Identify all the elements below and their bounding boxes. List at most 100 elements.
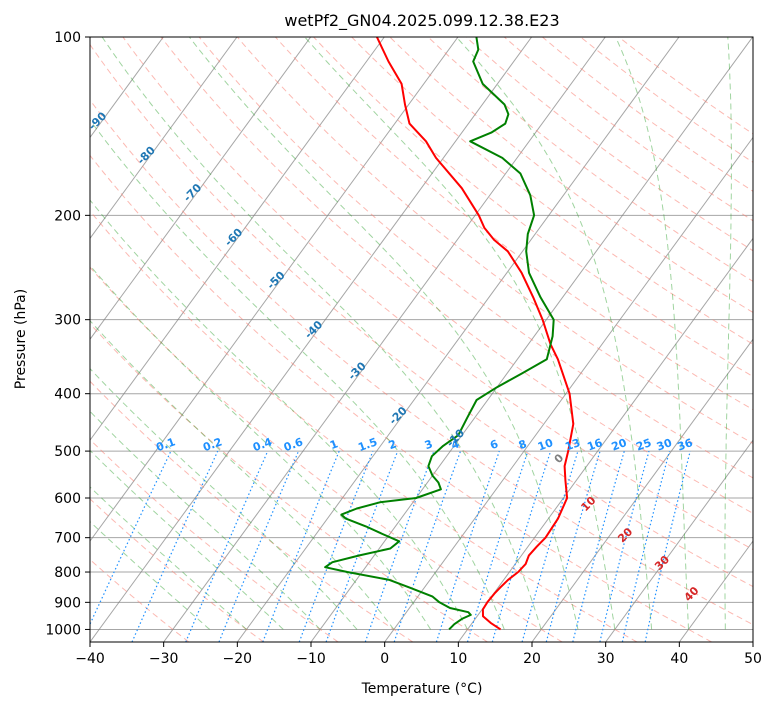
x-tick-label: −20 [223,651,253,667]
mixing-ratio-line [218,450,300,642]
mixing-ratio-line [131,450,219,642]
x-tick-label: 10 [449,651,467,667]
temperature-profile [375,37,575,631]
dry-adiabat [313,37,753,378]
x-tick-label: 20 [523,651,541,667]
mixing-ratio-label: 10 [536,436,555,454]
moist-adiabat [101,37,542,630]
isotherm-line [163,37,606,642]
isotherm-line [90,37,385,442]
sounding-profiles [324,37,575,631]
x-tick-label: 0 [380,651,389,667]
y-tick-label: 600 [54,491,81,507]
moist-adiabat [188,37,579,630]
dry-adiabat [198,37,753,479]
y-tick-label: 400 [54,387,81,403]
y-axis-title: Pressure (hPa) [13,289,29,389]
moist-adiabat [90,367,358,630]
mixing-ratio-label: 2 [387,437,399,452]
mixing-ratio-label: 0.6 [282,435,305,454]
y-tick-label: 300 [54,313,81,329]
moist-adiabats [90,37,732,630]
y-tick-label: 900 [54,595,81,611]
moist-adiabat [724,37,732,630]
isotherm-line [90,37,238,240]
mixing-ratio-line [364,450,435,642]
y-tick-label: 200 [54,208,81,224]
mixing-ratio-line [545,450,601,642]
dry-adiabat [236,37,753,445]
mixing-ratio-label: 3 [423,437,435,452]
mixing-ratio-label: 30 [655,436,674,454]
x-tick-label: 40 [670,651,688,667]
isotherm-line [457,237,753,642]
mixing-ratio-lines [90,450,691,642]
x-tick-label: 50 [744,651,762,667]
dry-adiabat [90,99,753,626]
mixing-ratio-label: 1 [328,437,340,452]
isotherm-line [90,37,459,542]
dry-adiabat [90,323,488,642]
mixing-ratio-label: 13 [563,436,582,453]
x-tick-label: 30 [597,651,615,667]
isotherm-line [236,37,680,642]
mixing-ratio-line [435,450,500,642]
mixing-ratio-line [393,450,462,642]
mixing-ratio-line [325,450,399,642]
moist-adiabat [456,37,653,630]
isotherm-line [605,439,753,642]
x-tick-label: −40 [75,651,105,667]
dry-adiabat [160,37,753,514]
mixing-ratio-label: 0.1 [154,435,177,454]
y-tick-label: 500 [54,444,81,460]
dry-adiabat [90,154,712,642]
isotherm-line [90,37,533,642]
axes: −40 −30 −20 −10 0 10 20 30 40 50 100 200 300 400 500 60… [45,30,762,667]
mixing-ratio-line [185,450,269,642]
mixing-ratio-line [466,450,529,642]
pressure-gridlines [90,37,753,630]
moist-adiabat [90,320,395,630]
dry-adiabat [90,380,414,642]
mixing-ratio-label: 8 [517,437,529,452]
chart-title: wetPf2_GN04.2025.099.12.38.E23 [284,11,559,31]
moist-adiabat [304,37,616,630]
plot-frame [89,36,754,643]
mixing-ratio-line [599,450,650,642]
dry-adiabat [122,37,753,551]
y-tick-label: 700 [54,531,81,547]
mixing-ratio-label: 20 [610,436,629,454]
mixing-ratio-line [621,450,671,642]
moist-adiabat [90,264,432,630]
mixing-ratio-line [521,450,579,642]
mixing-ratio-line [262,450,340,642]
mixing-ratio-label: 25 [634,436,653,453]
mixing-ratio-label: 1.5 [356,435,379,454]
moist-adiabat [90,486,247,630]
moist-adiabat [90,119,505,630]
isotherms [90,37,753,642]
mixing-ratio-label: 16 [585,436,604,454]
mixing-ratio-line [298,450,374,642]
dry-adiabat [275,37,753,411]
x-axis-title: Temperature (°C) [361,681,483,697]
moist-adiabat [615,37,689,630]
mixing-ratio-label: 36 [676,436,695,454]
dry-adiabat [90,43,753,588]
x-tick-label: −10 [296,651,326,667]
mixing-ratio-line [491,450,552,642]
mixing-ratio-label: 0.4 [251,435,274,454]
x-tick-label: −30 [149,651,179,667]
y-tick-label: 100 [54,30,81,46]
mixing-ratio-line [644,450,691,642]
dewpoint-profile [324,37,555,631]
dry-adiabat [90,266,563,642]
isotherm-line [90,37,312,341]
y-tick-label: 800 [54,565,81,581]
y-tick-label: 1000 [45,622,81,638]
mixing-ratio-line [572,450,625,642]
dry-adiabat [90,210,638,642]
mixing-ratio-label: 4 [449,437,461,452]
